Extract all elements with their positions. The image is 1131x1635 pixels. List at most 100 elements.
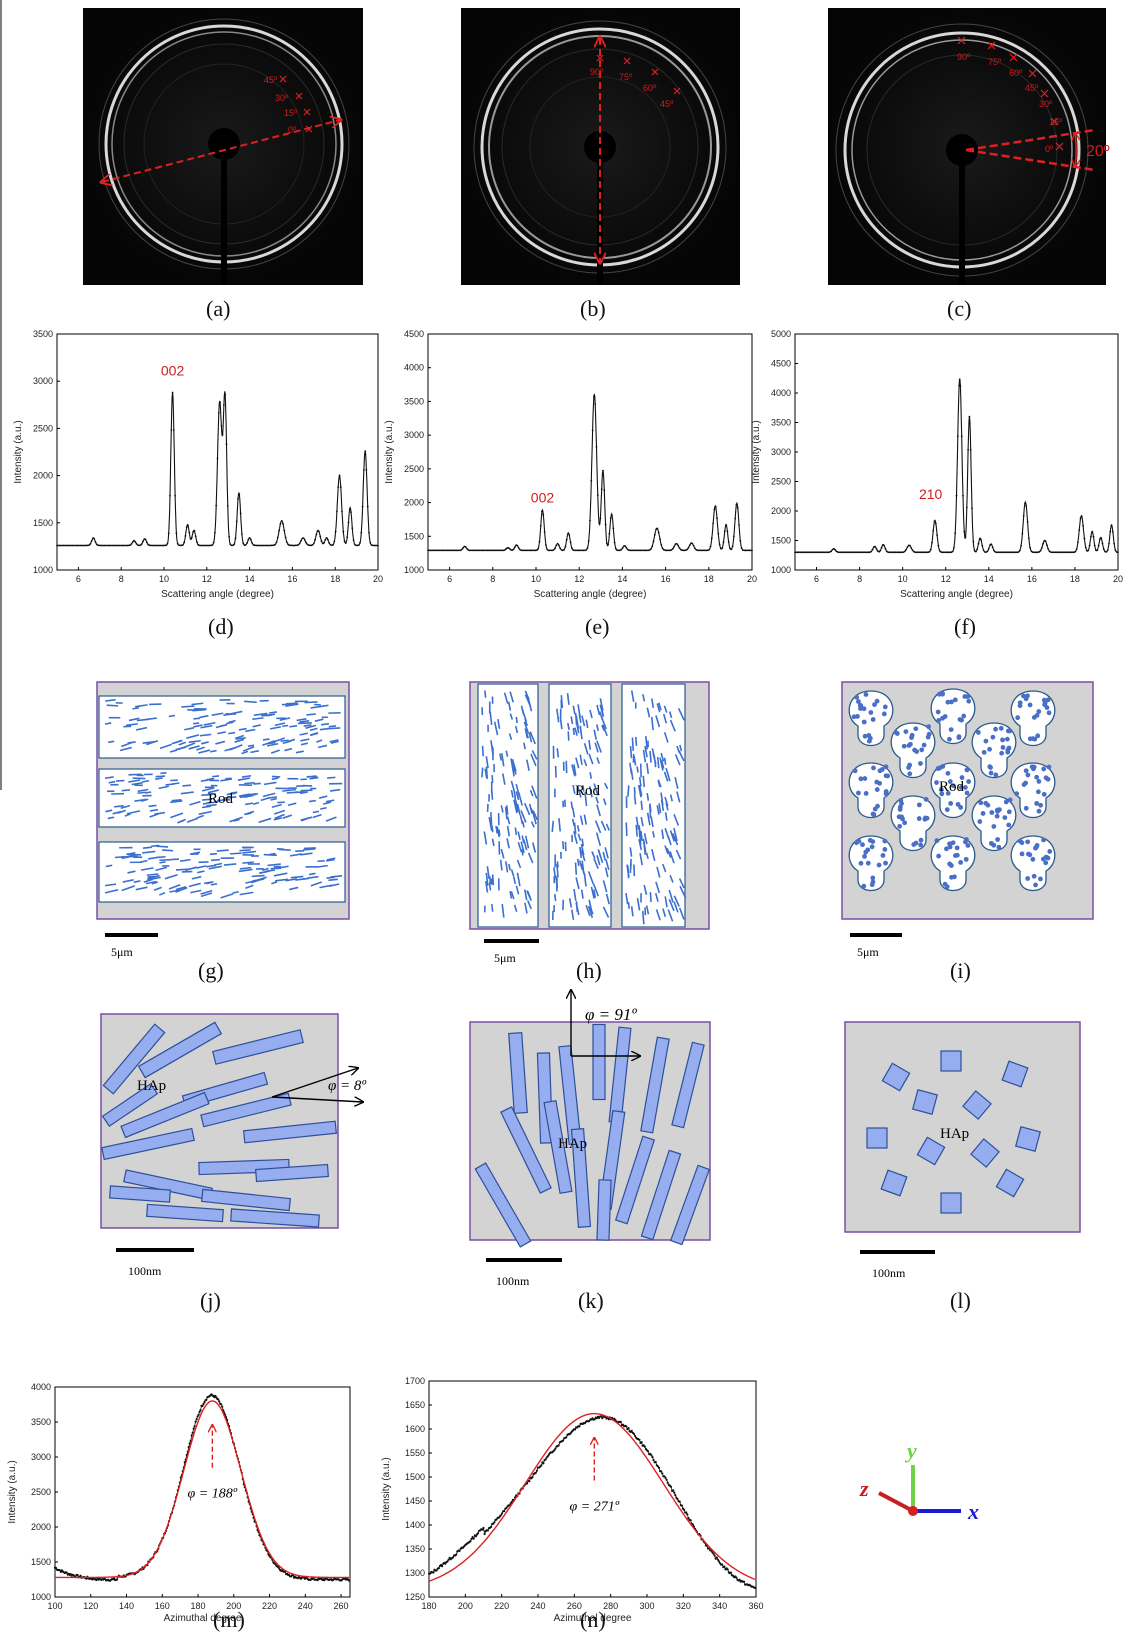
data-point: [1079, 517, 1082, 520]
crystallite-mark: [175, 887, 188, 893]
crystallite-mark: [650, 698, 655, 709]
crystallite-mark: [575, 757, 580, 769]
crystallite-mark: [651, 848, 656, 861]
data-point: [808, 551, 811, 554]
panel-label-c: (c): [947, 296, 971, 321]
data-point: [559, 547, 562, 550]
y-tick-label: 1250: [405, 1592, 425, 1602]
crystallite-mark: [260, 796, 271, 802]
crystallite-mark: [151, 881, 159, 885]
crystallite-dot: [862, 776, 868, 781]
crystallite-mark: [593, 889, 597, 898]
crystallite-mark: [146, 739, 159, 746]
crystallite-mark: [665, 767, 671, 782]
crystallite-mark: [633, 794, 637, 805]
data-point: [980, 538, 982, 541]
data-point: [1083, 537, 1086, 540]
data-point: [172, 429, 175, 431]
crystallite-mark: [646, 812, 651, 826]
data-point: [436, 549, 438, 552]
crystallite-mark: [673, 895, 680, 907]
crystallite-mark: [588, 753, 594, 765]
crystallite-dot: [900, 816, 905, 822]
data-point: [1051, 551, 1053, 554]
crystallite-mark: [108, 740, 115, 744]
data-point: [489, 549, 492, 552]
crystallite-mark: [638, 827, 642, 837]
data-point: [972, 540, 975, 543]
data-point: [712, 522, 714, 525]
crystallite-mark: [153, 886, 162, 891]
crystallite-dot: [866, 733, 872, 738]
crystallite-dot: [939, 791, 945, 797]
data-point: [1077, 541, 1079, 543]
data-point: [723, 530, 726, 532]
chart-f: 6 8 10 12 14 16 18 2010001500200025003000350040…: [751, 329, 1123, 600]
crystallite-dot: [863, 791, 869, 796]
crystallite-mark: [327, 727, 341, 730]
crystallite-dot: [959, 775, 965, 780]
data-point: [151, 544, 153, 547]
crystallite-mark: [523, 742, 526, 750]
crystallite-mark: [668, 711, 673, 719]
crystallite-dot: [1046, 764, 1052, 770]
crystallite-mark: [573, 822, 577, 835]
crystallite-mark: [206, 864, 217, 868]
crystallite-mark: [674, 777, 679, 789]
data-point: [698, 549, 700, 552]
data-point: [352, 539, 355, 542]
crystallite-mark: [639, 853, 644, 866]
data-point: [604, 523, 607, 526]
crystallite-mark: [184, 727, 195, 731]
crystallite-mark: [573, 764, 577, 776]
data-point: [916, 551, 919, 554]
data-point: [609, 517, 612, 520]
crystallite-mark: [664, 827, 670, 839]
crystallite-mark: [229, 816, 243, 823]
crystallite-mark: [320, 722, 330, 726]
crystallite-dot: [874, 787, 880, 792]
crystallite-mark: [220, 778, 233, 782]
x-axis-title: Scattering angle (degree): [534, 589, 647, 600]
crystallite-mark: [630, 768, 634, 780]
crystallite-mark: [131, 781, 143, 786]
panel-label-d: (d): [208, 614, 234, 639]
data-point: [951, 550, 954, 553]
crystallite-mark: [567, 722, 570, 731]
crystallite-dot: [866, 738, 872, 744]
crystallite-mark: [519, 814, 524, 825]
crystallite-dot: [874, 779, 880, 785]
data-point: [936, 534, 938, 536]
crystallite-mark: [596, 704, 601, 716]
crystallite-dot: [999, 750, 1005, 756]
data-point: [112, 544, 115, 547]
x-tick-label: 20: [747, 574, 757, 584]
crystallite-mark: [201, 793, 212, 796]
data-point: [266, 544, 269, 547]
crystallite-dot: [947, 861, 953, 867]
data-point: [108, 544, 111, 547]
data-point: [933, 520, 936, 523]
crystallite-mark: [516, 804, 521, 816]
crystallite-dot: [1015, 715, 1021, 721]
crystallite-mark: [145, 880, 157, 885]
data-point: [999, 551, 1002, 554]
crystallite-mark: [282, 724, 289, 728]
crystallite-mark: [675, 849, 682, 860]
data-point: [841, 551, 844, 554]
crystallite-mark: [635, 816, 640, 830]
crystallite-mark: [254, 876, 267, 882]
crystallite-mark: [275, 878, 289, 882]
crystallite-mark: [575, 902, 580, 916]
data-point: [850, 551, 853, 554]
crystallite-mark: [303, 724, 312, 727]
data-point: [582, 549, 585, 552]
crystallite-mark: [242, 861, 254, 864]
crystallite-dot: [870, 717, 876, 722]
data-point: [596, 494, 599, 497]
data-point: [447, 549, 450, 552]
crystallite-dot: [1034, 712, 1040, 718]
crystallite-mark: [273, 817, 283, 821]
x-tick-label: 260: [567, 1601, 582, 1611]
crystallite-dot: [875, 803, 880, 809]
